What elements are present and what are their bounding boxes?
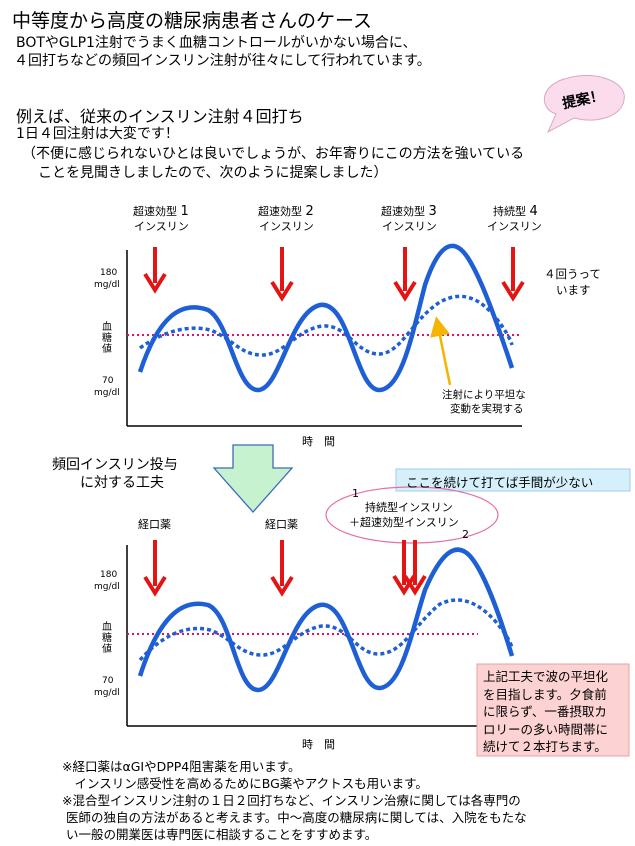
chart1-x-label: 時 間 (302, 435, 335, 448)
chart2-x-label: 時 間 (302, 738, 335, 751)
page-title: 中等度から高度の糖尿病患者さんのケース (12, 10, 373, 32)
chart1-y-bottom-unit: mg/dl (94, 388, 120, 398)
chart-1 (126, 243, 525, 427)
transition-arrow (212, 444, 294, 513)
section-line-3: ことを見聞きしましたので、次のように提案しました） (38, 165, 388, 181)
pink-box-line-4: ロリーの多い時間帯に (483, 721, 609, 737)
section-line-2: （不便に感じられないひとは良いでしょうが、お年寄りにこの方法を強いている (22, 146, 525, 162)
chart1-flat-curve (138, 294, 514, 357)
chart2-flat-curve (138, 598, 514, 662)
chart1-y-mid: 血糖値 (102, 322, 112, 355)
note-4: 医師の独自の方法があると考えます。中～高度の糖尿病に関しては、入院をもたな (66, 810, 527, 825)
arrow-injection-1 (143, 247, 167, 294)
proposal-bubble: 提案！ (543, 74, 625, 134)
chart2-y-bottom: 70 (102, 676, 114, 686)
note-5: い一般の開業医は専門医に相談することをすすめます。 (66, 827, 378, 842)
chart2-glucose-curve (137, 547, 515, 693)
label-oral-1: 経口薬 (138, 518, 171, 531)
pink-box-line-1: 上記工夫で波の平坦化 (483, 669, 609, 684)
chart1-y-top: 180 (100, 268, 118, 278)
transition-label-2: に対する工夫 (80, 475, 164, 491)
pink-box-line-5: 続けて２本打ちます。 (483, 739, 607, 754)
oval-line-1: 持続型インスリン (365, 501, 453, 514)
chart2-y-mid: 血糖値 (102, 622, 112, 655)
oval-num-2: 2 (462, 528, 469, 541)
label-insulin-4: インスリン (487, 220, 542, 233)
section-line-1: 1日４回注射は大変です！ (16, 126, 179, 142)
annotation-line-1: 注射により平坦な (442, 389, 526, 401)
pink-box (476, 663, 630, 757)
section-heading: 例えば、従来のインスリン注射４回打ち (16, 107, 304, 126)
intro-line-1: BOTやGLP1注射でうまく血糖コントロールがいかない場合に、 (16, 35, 417, 51)
arrow-injection-4 (501, 247, 525, 302)
chart2-y-top-unit: mg/dl (94, 582, 120, 592)
label-rapid-3: 超速効型 3 (381, 204, 437, 219)
label-insulin-2: インスリン (259, 220, 314, 233)
arrow-oral-1 (143, 540, 167, 597)
label-oral-2: 経口薬 (265, 518, 298, 531)
label-insulin-3: インスリン (382, 220, 437, 233)
yellow-annotation-arrow (430, 316, 452, 386)
oval-num-1: 1 (352, 487, 359, 500)
pink-box-line-2: を目指します。夕食前 (483, 686, 607, 702)
chart1-y-top-unit: mg/dl (94, 280, 120, 290)
intro-line-2: ４回打ちなどの頻回インスリン注射が往々にして行われています。 (14, 53, 431, 69)
pink-box-text: 上記工夫で波の平坦化 を目指します。夕食前 に限らず、一番摂取カ ロリーの多い時… (483, 668, 608, 756)
label-rapid-1: 超速効型 1 (133, 204, 189, 219)
pink-box-line-3: に限らず、一番摂取カ (483, 704, 607, 719)
arrow-injection-2 (270, 247, 294, 302)
chart2-y-top: 180 (100, 570, 118, 580)
arrow-insulin-2 (403, 540, 427, 596)
oval-annotation (325, 486, 499, 544)
note-3: ※混合型インスリン注射の１日２回打ちなど、インスリン治療に関しては各専門の (62, 793, 521, 808)
transition-label-1: 頻回インスリン投与 (52, 457, 178, 473)
note-1: ※経口薬はαGIやDPP4阻害薬を用います。 (62, 759, 301, 774)
arrow-oral-2 (270, 540, 294, 597)
callout-box (395, 468, 631, 492)
side-note-1: ４回うって (544, 267, 601, 281)
label-long-4: 持続型 4 (493, 204, 538, 219)
chart-2 (126, 540, 522, 727)
side-note-2: います (556, 283, 591, 297)
chart1-y-bottom: 70 (102, 376, 114, 386)
arrow-injection-3 (393, 247, 417, 302)
chart2-y-bottom-unit: mg/dl (94, 688, 120, 698)
note-2: インスリン感受性を高めるためにBG薬やアクトスも用います。 (62, 776, 428, 791)
chart1-glucose-curve (137, 243, 515, 393)
annotation-line-2: 変動を実現する (450, 403, 524, 415)
oval-line-2: ＋超速効型インスリン (349, 516, 459, 529)
label-rapid-2: 超速効型 2 (258, 204, 314, 219)
label-insulin-1: インスリン (134, 220, 189, 233)
callout-text: ここを続けて打てば手間が少ない (406, 475, 594, 490)
